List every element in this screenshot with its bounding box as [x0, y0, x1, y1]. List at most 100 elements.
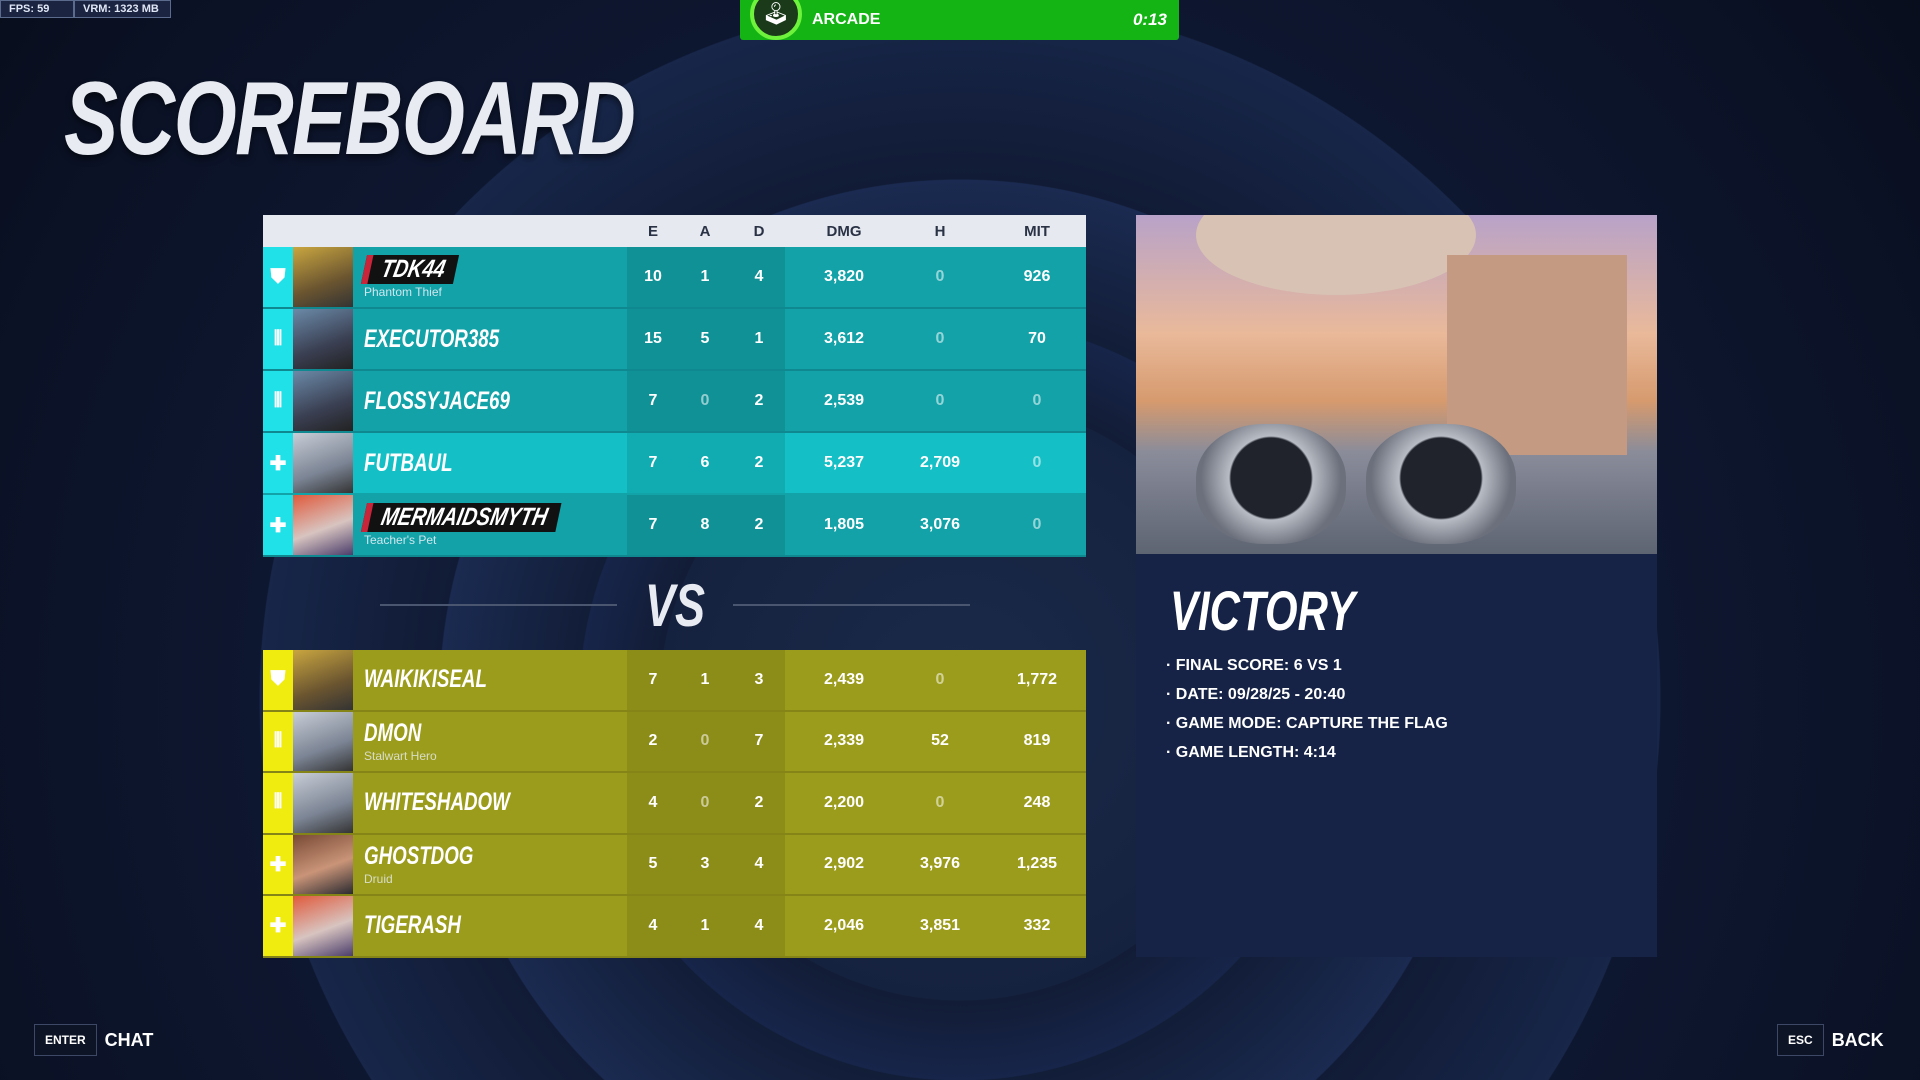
hero-portrait: [293, 495, 353, 555]
stat-a: 1: [700, 916, 710, 934]
stat-mit: 1,235: [1016, 855, 1058, 873]
player-name: WAIKIKISEAL: [364, 665, 487, 694]
table-header: E A D DMG H MIT: [263, 215, 1086, 247]
stat-dmg: 5,237: [823, 454, 865, 471]
stat-d: 2: [754, 454, 764, 471]
hero-portrait: [293, 309, 353, 369]
player-name: MERMAIDSMYTH: [360, 503, 562, 532]
stat-mit: 1,772: [1016, 670, 1058, 688]
player-row[interactable]: ⛊ WAIKIKISEAL 7 1 3 2,439 0 1,772: [263, 650, 1086, 712]
stat-e: 15: [644, 330, 662, 347]
col-eliminations: E: [647, 222, 658, 240]
result-title: VICTORY: [1170, 579, 1356, 642]
col-deaths: D: [753, 222, 765, 240]
team1-rows: ⛊ TDK44 Phantom Thief 10 1 4 3,820 0 926 ⦀ EXECU…: [263, 247, 1086, 557]
stat-dmg: 2,339: [823, 732, 865, 750]
player-name: DMON: [364, 719, 422, 748]
hero-portrait: [293, 433, 353, 493]
player-row[interactable]: ✚ FUTBAUL 7 6 2 5,237 2,709 0: [263, 433, 1086, 495]
support-role-icon: ✚: [263, 495, 293, 555]
stat-d: 7: [754, 732, 764, 750]
stat-mit: 926: [1023, 268, 1051, 285]
esc-key: ESC: [1777, 1024, 1824, 1056]
player-row[interactable]: ⦀ EXECUTOR385 15 5 1 3,612 0 70: [263, 309, 1086, 371]
joystick-icon: 🕹: [750, 0, 802, 40]
chat-button[interactable]: ENTER CHAT: [34, 1024, 153, 1056]
stat-h: 0: [935, 793, 945, 811]
player-name: WHITESHADOW: [364, 788, 510, 817]
stat-d: 2: [754, 392, 764, 409]
stat-d: 4: [754, 916, 764, 934]
stat-dmg: 1,805: [823, 516, 865, 533]
player-row[interactable]: ✚ TIGERASH 4 1 4 2,046 3,851 332: [263, 896, 1086, 958]
stat-e: 4: [648, 916, 658, 934]
vs-label: VS: [644, 571, 706, 639]
hero-portrait: [293, 247, 353, 307]
scoreboard-table: E A D DMG H MIT ⛊ TDK44 Phantom Thief 10 1 4…: [263, 215, 1086, 557]
stat-a: 0: [700, 392, 710, 409]
player-title: Teacher's Pet: [364, 533, 437, 547]
col-damage: DMG: [826, 222, 862, 240]
back-button[interactable]: ESC BACK: [1777, 1024, 1884, 1056]
player-row[interactable]: ⛊ TDK44 Phantom Thief 10 1 4 3,820 0 926: [263, 247, 1086, 309]
player-row[interactable]: ⦀ WHITESHADOW 4 0 2 2,200 0 248: [263, 773, 1086, 835]
stat-d: 1: [754, 330, 764, 347]
stat-d: 3: [754, 670, 764, 688]
stat-mit: 819: [1023, 732, 1051, 750]
stat-e: 4: [648, 793, 658, 811]
col-mitigation: MIT: [1024, 222, 1050, 240]
chat-label: CHAT: [104, 1029, 154, 1050]
stat-dmg: 2,200: [823, 793, 865, 811]
stat-dmg: 2,046: [823, 916, 865, 934]
enter-key: ENTER: [34, 1024, 97, 1056]
team2-rows: ⛊ WAIKIKISEAL 7 1 3 2,439 0 1,772 ⦀ DMON Stalwar…: [263, 650, 1086, 958]
stat-e: 7: [648, 516, 658, 533]
stat-e: 2: [648, 732, 658, 750]
support-role-icon: ✚: [263, 834, 293, 894]
player-title: Stalwart Hero: [364, 749, 437, 764]
player-row[interactable]: ⦀ FLOSSYJACE69 7 0 2 2,539 0 0: [263, 371, 1086, 433]
stat-h: 0: [935, 392, 945, 409]
hero-portrait: [293, 773, 353, 833]
stat-a: 6: [700, 454, 710, 471]
stat-dmg: 2,439: [823, 670, 865, 688]
stat-dmg: 2,539: [823, 392, 865, 409]
game-mode: · GAME MODE: CAPTURE THE FLAG: [1166, 715, 1448, 732]
vram-counter: VRM: 1323 MB: [74, 0, 171, 18]
player-row[interactable]: ✚ GHOSTDOG Druid 5 3 4 2,902 3,976 1,235: [263, 834, 1086, 896]
stat-e: 10: [644, 268, 662, 285]
hero-portrait: [293, 650, 353, 710]
stat-mit: 0: [1032, 392, 1042, 409]
player-title: Phantom Thief: [364, 285, 442, 299]
match-details: · FINAL SCORE: 6 VS 1 · DATE: 09/28/25 -…: [1166, 651, 1657, 767]
stat-mit: 0: [1032, 516, 1042, 533]
hero-portrait: [293, 896, 353, 956]
map-screenshot: [1136, 215, 1657, 554]
stat-d: 4: [754, 268, 764, 285]
col-healing: H: [934, 222, 946, 240]
stat-dmg: 2,902: [823, 855, 865, 873]
stat-mit: 70: [1028, 330, 1046, 347]
stat-h: 3,851: [919, 916, 961, 934]
damage-role-icon: ⦀: [263, 309, 293, 369]
final-score: · FINAL SCORE: 6 VS 1: [1166, 657, 1342, 674]
hero-portrait: [293, 371, 353, 431]
hero-portrait: [293, 834, 353, 894]
stat-d: 2: [754, 516, 764, 533]
match-date: · DATE: 09/28/25 - 20:40: [1166, 686, 1346, 703]
stat-e: 5: [648, 855, 658, 873]
player-name: EXECUTOR385: [364, 324, 500, 353]
match-summary-panel: VICTORY · FINAL SCORE: 6 VS 1 · DATE: 09…: [1136, 215, 1657, 957]
game-length: · GAME LENGTH: 4:14: [1166, 744, 1336, 761]
game-mode-bar: 🕹 ARCADE 0:13: [740, 0, 1179, 40]
player-name: FLOSSYJACE69: [364, 386, 510, 415]
stat-a: 1: [700, 670, 710, 688]
player-name: FUTBAUL: [364, 448, 453, 477]
stat-h: 0: [935, 268, 945, 285]
stat-dmg: 3,820: [823, 268, 865, 285]
stat-mit: 0: [1032, 454, 1042, 471]
player-row[interactable]: ⦀ DMON Stalwart Hero 2 0 7 2,339 52 819: [263, 711, 1086, 773]
stat-h: 52: [931, 732, 949, 750]
stat-e: 7: [648, 392, 658, 409]
player-row[interactable]: ✚ MERMAIDSMYTH Teacher's Pet 7 8 2 1,805 3,076…: [263, 495, 1086, 557]
